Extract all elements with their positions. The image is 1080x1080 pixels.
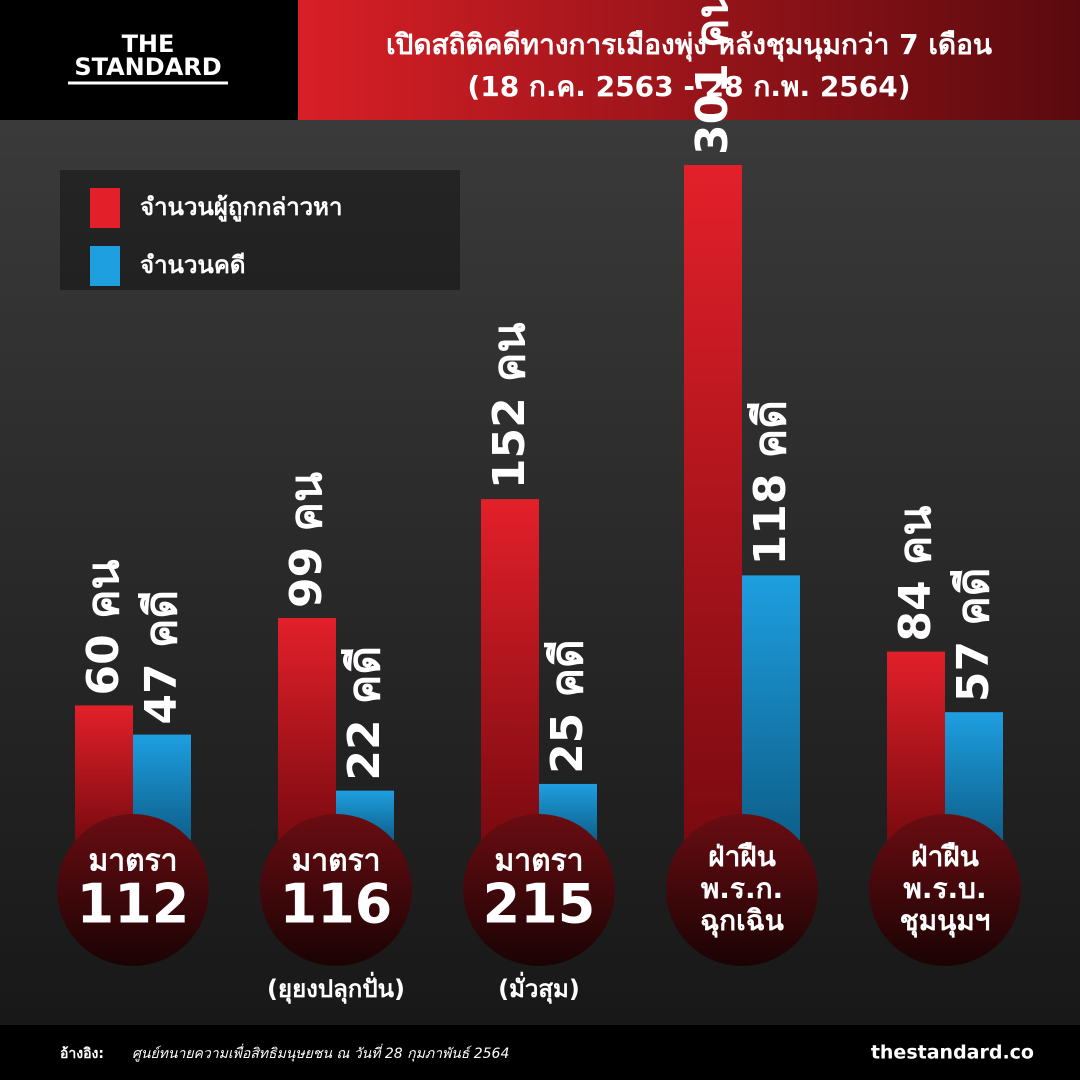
legend-swatch — [90, 188, 120, 228]
bar — [278, 617, 336, 840]
value-label: 47 คดี — [136, 590, 187, 725]
category-label: พ.ร.บ. — [903, 872, 986, 905]
bar — [742, 575, 800, 840]
chart-title: เปิดสถิติคดีทางการเมืองพุ่ง หลังชุมนุมกว… — [386, 28, 992, 62]
category-label: พ.ร.ก. — [701, 872, 783, 905]
value-label: 57 คดี — [948, 568, 999, 703]
value-label: 60 คน — [78, 559, 129, 695]
category-label: มาตรา — [291, 844, 380, 879]
category-label: ชุมนุมฯ — [900, 904, 991, 938]
category-circle — [57, 814, 209, 966]
value-label: 99 คน — [281, 472, 332, 608]
legend-label: จำนวนคดี — [140, 251, 245, 279]
legend-swatch — [90, 246, 120, 286]
value-label: 84 คน — [890, 506, 941, 642]
chart-subtitle: (18 ก.ค. 2563 - 28 ก.พ. 2564) — [467, 70, 910, 103]
value-label: 152 คน — [484, 322, 535, 489]
brand-line1: THE — [122, 30, 175, 58]
category-circle — [869, 814, 1021, 966]
category-circle — [260, 814, 412, 966]
bar — [684, 165, 742, 840]
legend-label: จำนวนผู้ถูกกล่าวหา — [140, 193, 342, 222]
bar — [887, 651, 945, 840]
category-label: มาตรา — [494, 844, 583, 879]
source-text: ศูนย์ทนายความเพื่อสิทธิมนุษยชน ณ วันที่ … — [132, 1043, 509, 1062]
category-note: (ยุยงปลุกปั่น) — [267, 971, 405, 1005]
site: thestandard.co — [871, 1042, 1034, 1064]
category-label: ฉุกเฉิน — [700, 904, 784, 938]
category-circle — [463, 814, 615, 966]
brand-line2: STANDARD — [74, 53, 221, 81]
value-label: 22 คดี — [339, 646, 390, 781]
legend-box — [60, 170, 460, 290]
source-label: อ้างอิง: — [60, 1046, 104, 1062]
value-label: 301 คน — [687, 0, 738, 155]
category-label: 116 — [280, 873, 393, 936]
bar — [481, 499, 539, 840]
value-label: 118 คดี — [745, 400, 796, 565]
value-label: 25 คดี — [542, 639, 593, 774]
category-label: มาตรา — [88, 844, 177, 879]
brand-box — [0, 0, 298, 120]
category-label: ฝ่าฝืน — [708, 840, 776, 873]
title-banner — [298, 0, 1080, 120]
category-note: (มั่วสุม) — [498, 971, 580, 1005]
category-label: ฝ่าฝืน — [911, 840, 979, 873]
category-label: 112 — [77, 873, 190, 936]
category-label: 215 — [483, 873, 596, 936]
footer — [0, 1025, 1080, 1080]
category-circle — [666, 814, 818, 966]
